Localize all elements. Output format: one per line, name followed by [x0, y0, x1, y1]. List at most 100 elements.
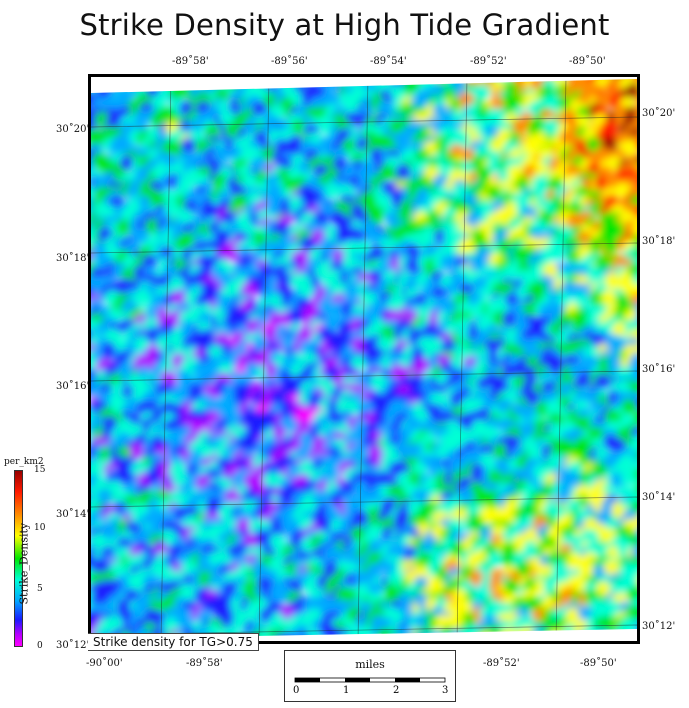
density-cell [522, 138, 538, 154]
density-cell [376, 471, 392, 487]
density-cell [180, 137, 196, 154]
density-cell [532, 281, 548, 297]
density-cell [487, 551, 503, 567]
density-cell [219, 110, 235, 126]
density-cell [635, 485, 637, 495]
density-cell [351, 425, 367, 441]
density-cell [244, 363, 260, 379]
density-cell [549, 245, 565, 261]
left-lat-label: 30˚16' [56, 381, 90, 392]
density-cell [242, 436, 259, 452]
density-cell [592, 462, 608, 478]
right-lat-label: 30˚20' [642, 108, 676, 119]
density-cell [635, 621, 637, 631]
density-cell [605, 174, 621, 190]
density-cell [484, 490, 501, 506]
density-cell [136, 290, 152, 306]
density-cell [315, 490, 331, 506]
density-cell [91, 186, 95, 200]
scale-bar: miles 0 1 2 3 [284, 650, 456, 702]
density-cell [298, 515, 314, 531]
density-cell [369, 147, 385, 163]
density-cell [252, 156, 268, 172]
density-cell [198, 254, 214, 270]
density-cell [324, 182, 340, 198]
density-cell [268, 311, 284, 327]
density-cell [271, 615, 287, 631]
density-cell [502, 311, 518, 327]
density-cell [181, 559, 197, 576]
density-cell [542, 578, 558, 594]
density-map[interactable] [88, 74, 640, 644]
density-cell [280, 380, 296, 396]
density-cell [547, 525, 564, 541]
parallel-line [91, 370, 637, 382]
density-cell [488, 507, 505, 523]
density-cell [134, 228, 150, 244]
density-cell [458, 488, 474, 504]
density-cell [379, 164, 395, 180]
density-cell [241, 281, 257, 297]
density-cell [99, 159, 116, 175]
density-cell [622, 140, 637, 156]
density-cell [523, 543, 539, 559]
raster-edge-mask [91, 77, 637, 93]
density-cell [262, 409, 278, 425]
bottom-lon-label: -89˚50' [580, 658, 617, 669]
density-cell [129, 443, 145, 459]
density-cell [502, 265, 518, 281]
density-cell [610, 336, 627, 352]
density-cell [116, 219, 132, 235]
density-cell [205, 203, 221, 219]
density-cell [460, 237, 476, 253]
density-cell [628, 587, 637, 603]
density-cell [350, 355, 366, 371]
density-cell [334, 227, 351, 244]
density-cell [119, 155, 135, 171]
density-cell [484, 338, 500, 354]
density-cell [179, 101, 195, 117]
density-cell [232, 615, 248, 631]
density-cell [145, 327, 161, 343]
top-lon-label: -89˚52' [470, 56, 507, 67]
density-cell [135, 166, 151, 182]
density-cell [153, 508, 169, 525]
density-cell [578, 371, 594, 387]
density-cell [215, 228, 231, 244]
density-cell [602, 237, 618, 253]
density-cell [475, 84, 491, 100]
density-cell [503, 578, 520, 594]
density-cell [174, 236, 190, 252]
density-cell [628, 263, 637, 279]
density-cell [466, 552, 482, 569]
colorbar-unit: per_km2 [4, 457, 44, 467]
density-cell [507, 164, 523, 181]
density-cell [635, 312, 637, 322]
density-cell [404, 220, 420, 236]
left-lat-label: 30˚18' [56, 253, 90, 264]
density-cell [451, 588, 468, 604]
right-lat-label: 30˚16' [642, 364, 676, 375]
density-cell [633, 597, 637, 611]
scale-bar-graphic [294, 677, 446, 683]
density-cell [340, 480, 357, 496]
density-cell [188, 383, 204, 399]
scale-tick: 1 [343, 685, 350, 696]
left-lat-label: 30˚14' [56, 509, 90, 520]
parallel-line [91, 496, 637, 508]
density-cell [124, 398, 140, 414]
density-cell [350, 526, 366, 542]
density-cell [635, 140, 637, 149]
density-cell [107, 480, 123, 496]
density-cell [612, 321, 628, 337]
density-cell [633, 410, 637, 424]
density-cell [318, 137, 334, 153]
left-lat-label: 30˚20' [56, 124, 90, 135]
bottom-lon-label: -90˚00' [86, 658, 123, 669]
density-cell [334, 599, 351, 615]
density-cell [298, 282, 314, 298]
scale-tick: 0 [293, 685, 300, 696]
density-cell [633, 516, 637, 530]
colorbar-tick: 0 [37, 641, 43, 651]
density-cell [205, 124, 221, 140]
